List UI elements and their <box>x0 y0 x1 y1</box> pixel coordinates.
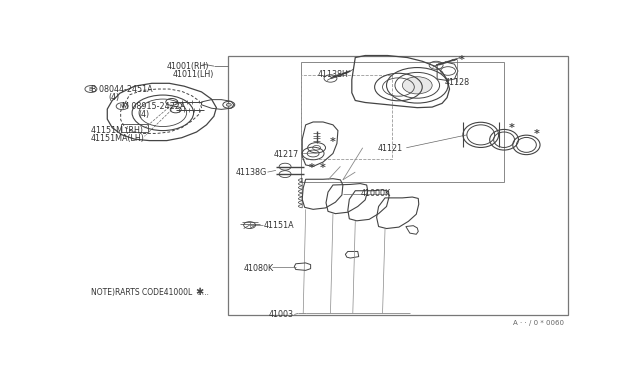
Text: 41011(LH): 41011(LH) <box>173 70 214 79</box>
Text: 41151A: 41151A <box>264 221 294 230</box>
Text: 41138H: 41138H <box>318 70 349 79</box>
Bar <box>121 124 148 132</box>
Text: 41121: 41121 <box>378 144 403 153</box>
Text: B 08044-2451A: B 08044-2451A <box>91 84 152 93</box>
Text: *: * <box>330 137 336 147</box>
Text: B: B <box>89 87 93 92</box>
Text: *: * <box>309 163 315 173</box>
Text: M 08915-2422A: M 08915-2422A <box>122 102 186 111</box>
Text: ✱: ✱ <box>195 288 203 297</box>
Circle shape <box>227 103 231 106</box>
Bar <box>228 56 568 315</box>
Circle shape <box>403 77 432 94</box>
Text: 41217: 41217 <box>273 150 299 158</box>
Text: NOTE)RARTS CODE41000L  .....: NOTE)RARTS CODE41000L ..... <box>91 288 214 297</box>
Text: 41138G: 41138G <box>236 168 266 177</box>
Text: (4): (4) <box>109 93 120 102</box>
Text: *: * <box>320 163 326 173</box>
Bar <box>301 75 392 159</box>
Text: 41128: 41128 <box>445 78 470 87</box>
Bar <box>301 62 504 182</box>
Text: *: * <box>509 123 515 133</box>
Text: M: M <box>120 104 124 109</box>
Text: 41000K: 41000K <box>360 189 390 198</box>
Text: (4): (4) <box>138 110 150 119</box>
Text: 41080K: 41080K <box>244 264 274 273</box>
Text: 41003: 41003 <box>269 310 294 319</box>
Text: 41151M (RH): 41151M (RH) <box>91 126 143 135</box>
Text: *: * <box>459 55 465 64</box>
Text: A · · / 0 * 0060: A · · / 0 * 0060 <box>513 320 564 326</box>
Text: 41151MA(LH): 41151MA(LH) <box>91 134 145 143</box>
Text: 41001(RH): 41001(RH) <box>167 62 209 71</box>
Text: *: * <box>533 129 540 139</box>
